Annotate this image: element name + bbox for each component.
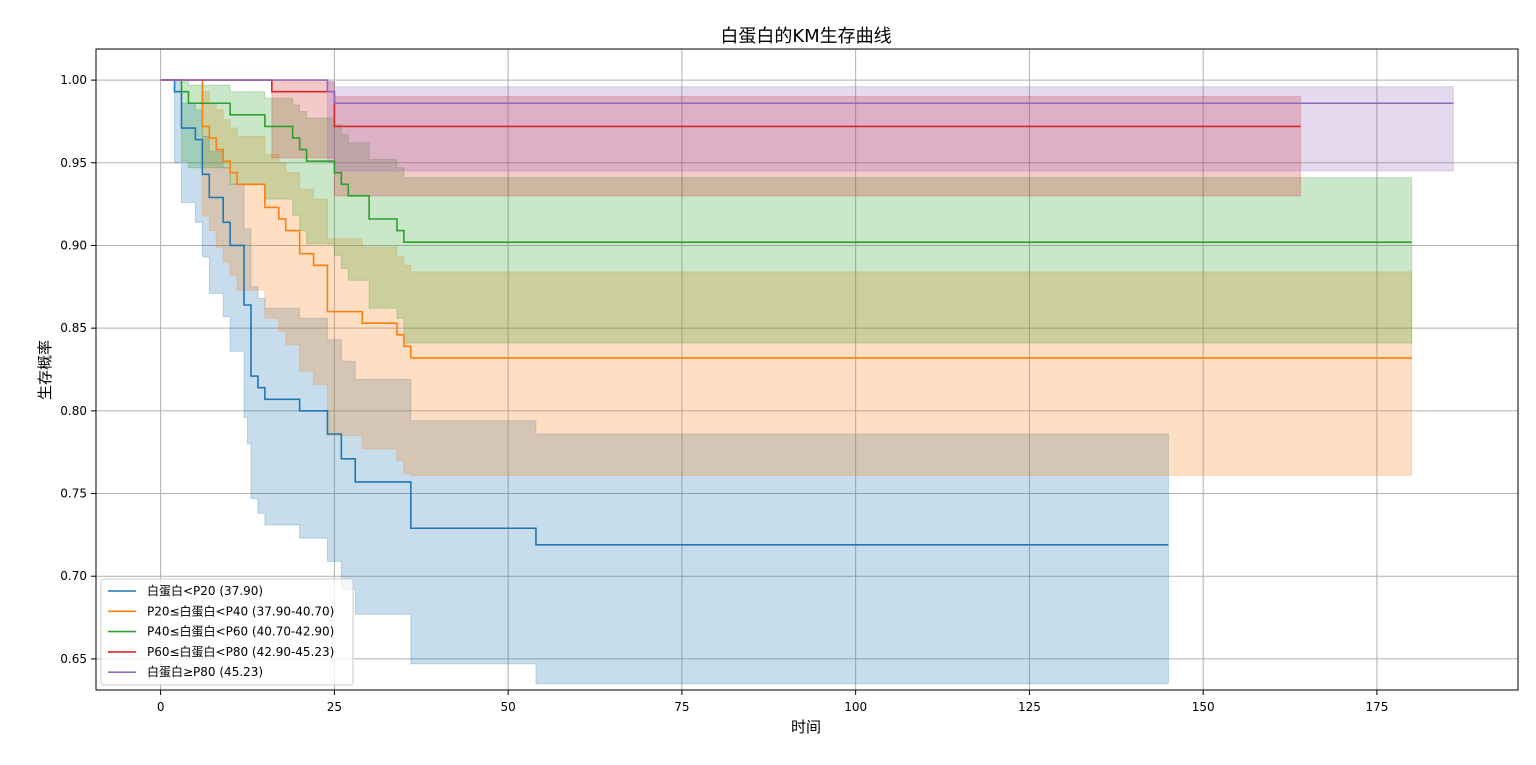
legend-frame — [100, 578, 354, 686]
plot-frame — [95, 48, 1519, 691]
legend: 白蛋白<P20 (37.90) P20≤白蛋白<P40 (37.90-40.70)… — [100, 578, 354, 686]
survival-curve-1 — [160, 79, 1169, 546]
x-tick-label: 75 — [674, 700, 689, 714]
y-tick-label: 0.90 — [60, 238, 87, 252]
y-axis-label: 生存概率 — [36, 340, 54, 400]
legend-entry-4: P60≤白蛋白<P80 (42.90-45.23) — [147, 644, 334, 659]
x-axis-label: 时间 — [791, 718, 821, 736]
y-tick-label: 0.85 — [60, 321, 87, 335]
y-tick-label: 0.95 — [60, 156, 87, 170]
survival-curves — [160, 79, 1454, 546]
y-axis-ticks: 0.65 0.70 0.75 0.80 0.85 0.90 0.95 1.00 — [60, 73, 96, 666]
survival-curve-3 — [160, 79, 1412, 243]
x-tick-label: 25 — [327, 700, 342, 714]
x-tick-label: 150 — [1192, 700, 1215, 714]
x-axis-ticks: 0 25 50 75 100 125 150 175 — [157, 690, 1388, 714]
x-tick-label: 0 — [157, 700, 165, 714]
legend-entry-1: 白蛋白<P20 (37.90) — [147, 583, 263, 598]
confidence-band-2 — [160, 79, 1413, 476]
legend-entry-3: P40≤白蛋白<P60 (40.70-42.90) — [147, 624, 334, 639]
y-tick-label: 0.65 — [60, 652, 87, 666]
y-tick-label: 0.75 — [60, 487, 87, 501]
y-tick-label: 0.80 — [60, 404, 87, 418]
survival-curve-2 — [160, 79, 1412, 359]
x-tick-label: 100 — [844, 700, 867, 714]
x-tick-label: 50 — [501, 700, 516, 714]
legend-entry-5: 白蛋白≥P80 (45.23) — [147, 664, 263, 679]
x-tick-label: 175 — [1365, 700, 1388, 714]
survival-curve-5 — [160, 79, 1454, 105]
chart-title: 白蛋白的KM生存曲线 — [720, 26, 891, 47]
y-tick-label: 1.00 — [60, 73, 87, 87]
confidence-band-5 — [160, 79, 1454, 172]
confidence-bands — [160, 79, 1454, 685]
confidence-band-3 — [160, 79, 1413, 344]
legend-entry-2: P20≤白蛋白<P40 (37.90-40.70) — [147, 603, 334, 618]
x-tick-label: 125 — [1018, 700, 1041, 714]
y-tick-label: 0.70 — [60, 569, 87, 583]
confidence-band-1 — [160, 79, 1169, 685]
